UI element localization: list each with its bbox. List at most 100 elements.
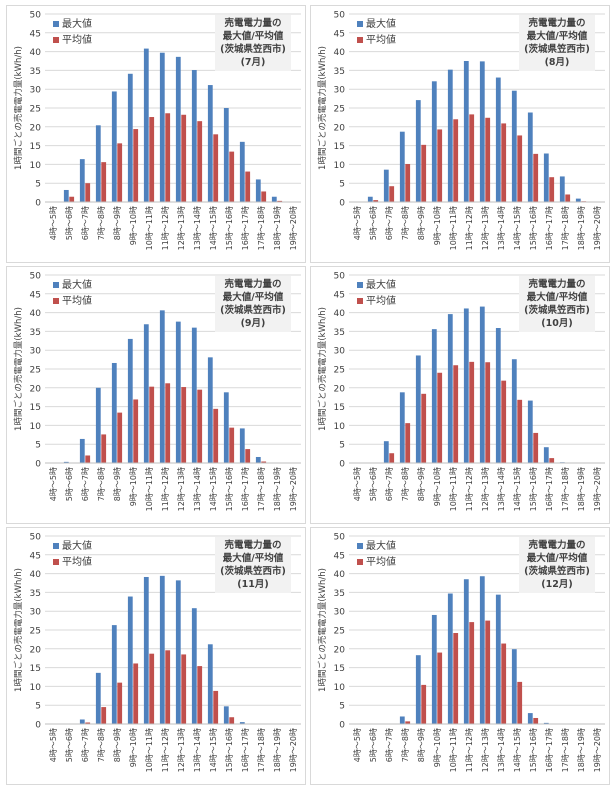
bar-max — [79, 719, 85, 724]
x-tick-label: 12時～13時 — [481, 728, 490, 772]
y-tick-label: 5 — [339, 441, 345, 451]
legend-label-avg: 平均値 — [62, 294, 92, 307]
y-tick-label: 30 — [30, 608, 42, 618]
bar-avg — [149, 117, 155, 202]
bar-max — [447, 314, 453, 463]
x-tick-label: 10時～11時 — [145, 206, 154, 250]
bar-max — [511, 359, 517, 463]
chart-title-line: (茨城県笠西市) — [220, 43, 286, 55]
bar-max — [207, 85, 213, 202]
y-tick-label: 10 — [30, 683, 42, 693]
chart-title-line: 売電電力量の — [224, 17, 281, 29]
y-tick-label: 35 — [30, 328, 41, 338]
x-tick-label: 14時～15時 — [513, 728, 522, 772]
y-tick-label: 30 — [334, 608, 346, 618]
x-tick-label: 6時～7時 — [81, 206, 90, 240]
x-tick-label: 13時～14時 — [193, 728, 202, 772]
y-tick-label: 40 — [30, 48, 42, 58]
x-tick-label: 10時～11時 — [449, 467, 458, 511]
x-tick-label: 8時～9時 — [113, 206, 122, 240]
x-tick-label: 10時～11時 — [449, 728, 458, 772]
bar-max — [95, 125, 101, 202]
bar-avg — [405, 721, 411, 724]
y-tick-label: 25 — [334, 105, 345, 115]
bar-max — [159, 575, 165, 724]
chart-title-line: (7月) — [241, 57, 266, 68]
chart-title-line: 売電電力量の — [528, 278, 585, 290]
x-tick-label: 17時～18時 — [561, 728, 570, 772]
y-tick-label: 30 — [334, 86, 346, 96]
x-tick-label: 4時～5時 — [353, 467, 362, 501]
bar-avg — [85, 455, 91, 463]
x-tick-label: 9時～10時 — [433, 206, 442, 245]
bar-chart: 0 5 10 15 20 25 30 35 40 45 50 1時間ごとの売電電力量(kWh/h) 4時… — [317, 272, 605, 511]
annotation-box — [215, 15, 291, 71]
x-tick-label: 12時～13時 — [481, 467, 490, 511]
bar-max — [143, 576, 149, 724]
bar-max — [175, 580, 181, 724]
bar-avg — [101, 434, 107, 463]
x-tick-label: 11時～12時 — [161, 206, 170, 250]
chart-title-line: 最大値/平均値 — [527, 291, 588, 303]
y-tick-label: 35 — [334, 589, 345, 599]
chart-title-line: 最大値/平均値 — [223, 552, 284, 564]
bar-max — [175, 321, 181, 463]
bar-max — [127, 73, 133, 202]
bar-max — [431, 329, 437, 463]
bar-chart: 0 5 10 15 20 25 30 35 40 45 50 1時間ごとの売電電力量(kWh/h) 4時… — [317, 533, 605, 772]
bar-avg — [533, 717, 539, 724]
legend-label-avg: 平均値 — [62, 33, 92, 46]
y-tick-label: 5 — [35, 702, 41, 712]
x-tick-label: 17時～18時 — [561, 206, 570, 250]
bar-max — [175, 56, 181, 202]
bar-max — [207, 644, 213, 724]
bar-max — [447, 593, 453, 724]
y-tick-label: 5 — [339, 702, 345, 712]
bar-max — [463, 61, 469, 202]
chart-panel-sep: 0 5 10 15 20 25 30 35 40 45 50 1時間ごとの売電電力量(kWh/h) 4時… — [6, 266, 306, 524]
bar-max — [159, 52, 165, 203]
x-tick-label: 16時～17時 — [241, 728, 250, 772]
x-tick-label: 4時～5時 — [353, 728, 362, 762]
x-tick-label: 9時～10時 — [129, 206, 138, 245]
x-tick-label: 15時～16時 — [529, 728, 538, 772]
y-axis-label: 1時間ごとの売電電力量(kWh/h) — [13, 307, 24, 431]
legend-label-avg: 平均値 — [366, 33, 396, 46]
bar-avg — [501, 123, 507, 202]
legend-swatch-avg — [53, 298, 59, 304]
bar-max — [127, 338, 133, 463]
y-tick-label: 20 — [334, 123, 346, 133]
bar-max — [543, 447, 549, 463]
x-tick-label: 6時～7時 — [81, 728, 90, 762]
bar-max — [383, 441, 389, 463]
bar-avg — [517, 399, 523, 463]
bar-avg — [229, 717, 235, 724]
bar-max — [511, 649, 517, 724]
bar-avg — [437, 652, 443, 724]
chart-panel-aug: 0 5 10 15 20 25 30 35 40 45 50 1時間ごとの売電電力量(kWh/h) 4時… — [310, 5, 610, 263]
y-tick-label: 5 — [35, 441, 41, 451]
y-tick-label: 0 — [339, 721, 345, 731]
legend-swatch-avg — [357, 559, 363, 565]
legend-swatch-avg — [357, 37, 363, 43]
chart-title-line: 最大値/平均値 — [527, 30, 588, 42]
bar-avg — [149, 386, 155, 463]
x-tick-label: 16時～17時 — [545, 728, 554, 772]
x-tick-label: 13時～14時 — [497, 728, 506, 772]
x-tick-label: 6時～7時 — [385, 206, 394, 240]
y-tick-label: 25 — [334, 627, 345, 637]
bar-max — [239, 428, 245, 463]
bar-max — [527, 713, 533, 724]
bar-avg — [453, 365, 459, 463]
bar-max — [191, 70, 197, 202]
bar-max — [255, 456, 261, 463]
bar-avg — [373, 200, 379, 202]
bar-max — [543, 722, 549, 724]
bar-avg — [469, 114, 475, 202]
annotation-box — [215, 537, 291, 593]
legend-swatch-max — [357, 543, 363, 549]
bar-max — [239, 722, 245, 724]
bar-avg — [165, 650, 171, 724]
bar-avg — [485, 117, 491, 202]
x-tick-label: 13時～14時 — [497, 206, 506, 250]
